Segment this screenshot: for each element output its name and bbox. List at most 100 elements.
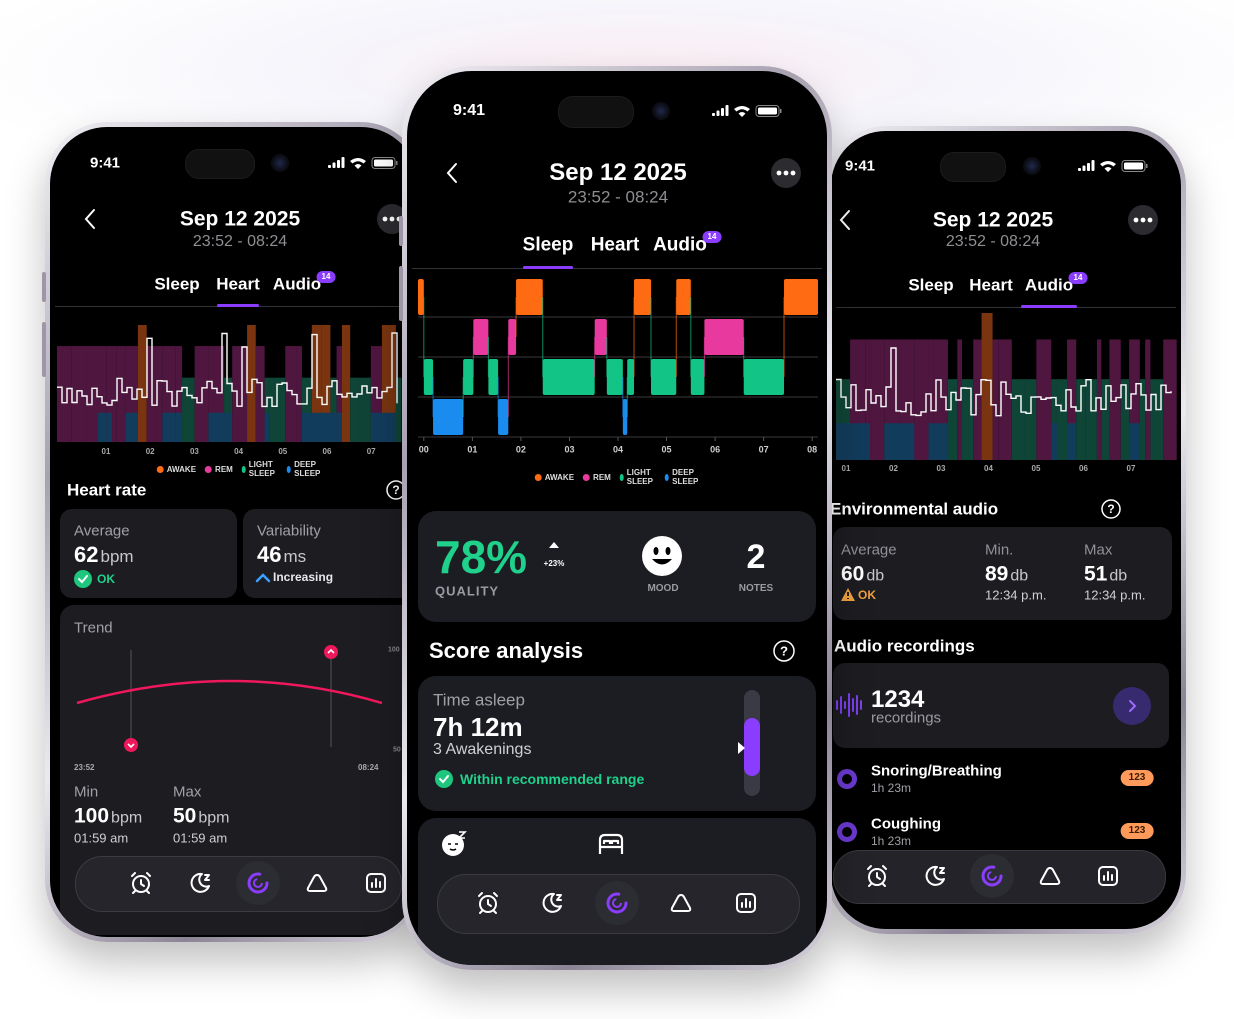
stage-bar [899,423,915,460]
tab[interactable]: Sleep [522,234,574,256]
stage-bar [1163,339,1177,460]
stage-segment [516,279,543,315]
tracker-icon [606,892,628,914]
stage-segment [743,359,785,395]
stage-bar [224,412,233,442]
triangle-icon [306,874,328,892]
stage-bar [914,339,929,460]
wifi-icon [734,106,750,117]
tab[interactable]: Audio [653,234,707,256]
recordings-label: recordings [871,709,942,727]
tab[interactable]: Heart [969,275,1013,295]
signal-bar [1082,165,1086,171]
signal-bar [1078,168,1081,171]
check-mark [78,575,88,584]
more-dot [382,216,388,222]
battery-cap [396,161,398,165]
tab-bar-button[interactable] [867,865,887,887]
tab-indicator [1021,305,1077,308]
tab-bar-button[interactable] [970,854,1014,898]
battery-outline [755,105,780,117]
chevron [446,163,457,183]
tab-bar-button[interactable] [595,881,639,925]
stage-bar [311,412,322,442]
tab-bar-button[interactable] [236,861,280,905]
eye [665,547,671,555]
trend-arrow [255,573,271,583]
smile [652,559,672,565]
max-marker [324,645,338,659]
tab-bar-button[interactable] [1098,866,1118,886]
tab-divider [412,268,822,269]
stage-segment [433,399,464,435]
tab-badge: 14 [316,271,336,283]
tab-bar-button[interactable] [542,892,562,913]
stage-bar [1109,339,1121,460]
quality-label: QUALITY [435,583,500,599]
tab-bar-button[interactable] [736,893,756,913]
stage-bar [255,346,265,442]
value: 100 [74,804,110,828]
value: 62 [74,542,99,567]
tab-bar-button[interactable] [306,874,328,892]
alarm-icon [478,892,498,914]
legend-dot [205,465,213,473]
tab-bar-button[interactable] [190,872,210,893]
tab-bar-button[interactable] [1039,867,1061,885]
metric-label: Max [1084,541,1113,559]
recording-name: Snoring/Breathing [871,762,1002,780]
tab[interactable]: Audio [272,274,322,294]
signal-bar [341,157,345,168]
help-button[interactable]: ? [392,483,400,497]
more-button[interactable] [771,158,801,188]
trend-start: 23:52 [74,763,95,772]
stage-bar [341,325,351,442]
x-tick-label: 05 [278,447,288,456]
value: 89 [985,562,1009,586]
tab[interactable]: Heart [590,234,640,256]
stage-bar [973,339,982,460]
stage-bar [1011,379,1026,460]
tab-bar-button[interactable] [670,894,692,912]
open-recordings[interactable] [1113,687,1151,725]
stage-bar [321,325,331,442]
tab-bar-button[interactable] [925,865,945,886]
moon-icon [542,892,562,913]
session-date: Sep 12 2025 [549,159,687,186]
stage-bar [1085,379,1097,460]
tab-bar-button[interactable] [366,873,386,893]
stage-segment [651,359,677,395]
tab-bar-button[interactable] [131,872,151,894]
x-tick-label: 02 [145,447,155,456]
stage-bar [106,412,112,442]
x-tick-label: 02 [515,444,526,455]
signal-bar [716,110,720,116]
tab[interactable]: Sleep [908,275,954,295]
help-button[interactable]: ? [779,643,789,659]
recording-count: 123 [1120,823,1154,839]
legend-label: REM [215,464,233,474]
x-tick-label: 06 [1079,464,1088,473]
change-arrow [549,542,559,548]
signal-bar [328,165,331,168]
stage-bar [836,423,851,460]
stage-bar [1150,379,1164,460]
stage-bar [865,423,870,460]
pointer [738,742,745,754]
tab-bar-button[interactable] [478,892,498,914]
back-button[interactable] [446,163,458,183]
tab[interactable]: Audio [1024,275,1074,295]
help-button[interactable]: ? [1107,502,1115,516]
back-button[interactable] [84,209,96,229]
status-icon [435,770,453,788]
back-button[interactable] [839,210,851,230]
stage-bar [71,346,87,442]
help-outline [773,640,795,662]
legend-label: DEEP SLEEP [672,468,699,486]
tab[interactable]: Heart [216,274,260,294]
tab[interactable]: Sleep [154,274,200,294]
more-button[interactable] [1128,205,1158,235]
waveform-bar [836,700,838,710]
legend-label: AWAKE [166,464,197,474]
session-time-range: 23:52 - 08:24 [192,233,288,250]
